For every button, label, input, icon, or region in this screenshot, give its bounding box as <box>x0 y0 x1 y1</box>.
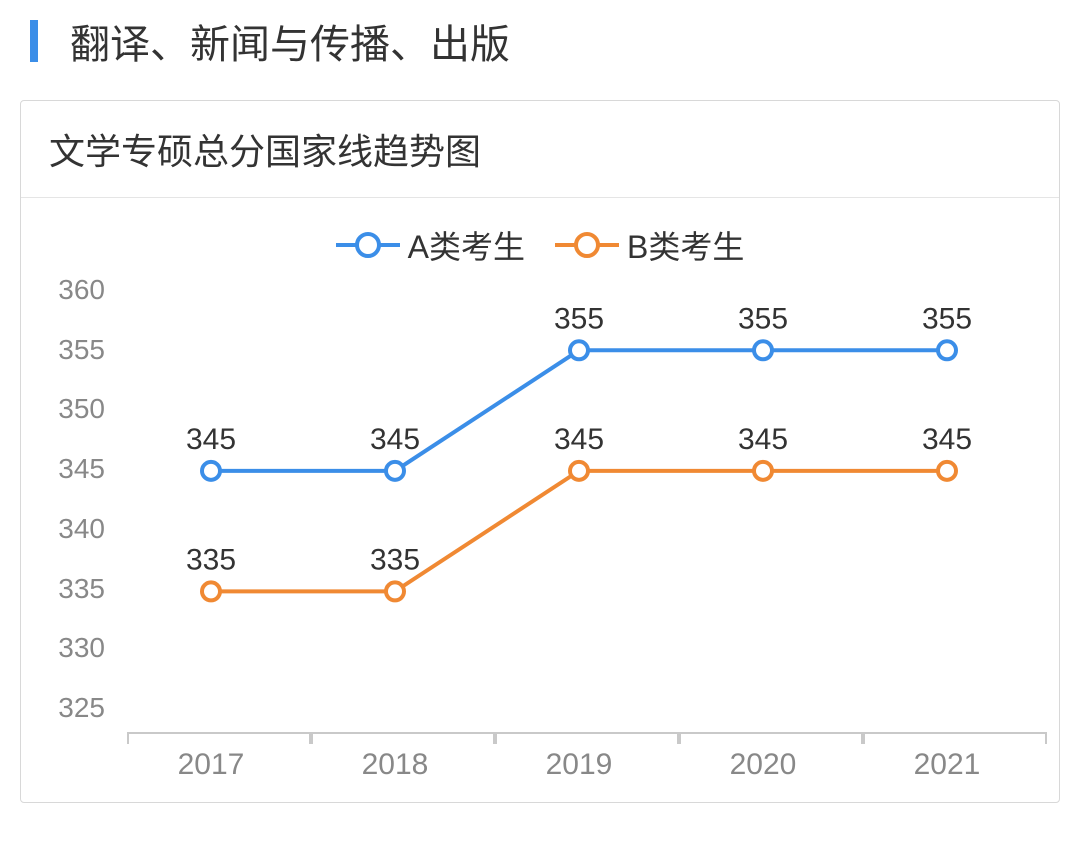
legend-label-b: B类考生 <box>627 222 744 268</box>
legend-marker-a-icon <box>336 243 400 247</box>
x-tick: 2021 <box>855 732 1039 782</box>
page-title: 翻译、新闻与传播、出版 <box>70 12 510 70</box>
page-header: 翻译、新闻与传播、出版 <box>20 12 1060 70</box>
y-tick: 345 <box>41 455 119 483</box>
accent-bar <box>30 20 38 62</box>
marker-B-3 <box>754 462 772 480</box>
x-tick-label: 2020 <box>671 748 855 782</box>
value-label: 335 <box>186 543 236 576</box>
x-tick: 2020 <box>671 732 855 782</box>
x-tick-line <box>679 732 863 742</box>
marker-A-4 <box>938 341 956 359</box>
chart-title: 文学专硕总分国家线趋势图 <box>21 101 1059 198</box>
x-tick: 2017 <box>119 732 303 782</box>
x-tick-line <box>863 732 1047 742</box>
y-tick: 355 <box>41 336 119 364</box>
y-tick: 325 <box>41 694 119 722</box>
marker-B-1 <box>386 582 404 600</box>
x-axis: 20172018201920202021 <box>119 732 1039 782</box>
value-label: 355 <box>738 302 788 335</box>
value-label: 345 <box>554 423 604 456</box>
value-label: 355 <box>554 302 604 335</box>
x-tick: 2019 <box>487 732 671 782</box>
series-line-B <box>211 471 947 592</box>
x-tick-line <box>311 732 495 742</box>
x-tick-line <box>495 732 679 742</box>
y-tick: 350 <box>41 395 119 423</box>
value-label: 355 <box>922 302 972 335</box>
marker-A-0 <box>202 462 220 480</box>
plot-area: 360 355 350 345 340 335 330 325 345 345 355 355 355… <box>41 276 1039 782</box>
marker-B-2 <box>570 462 588 480</box>
x-tick: 2018 <box>303 732 487 782</box>
x-tick-label: 2019 <box>487 748 671 782</box>
value-label: 335 <box>370 543 420 576</box>
x-tick-line <box>127 732 311 742</box>
chart-body: A类考生 B类考生 360355350345340335330325 34534… <box>21 198 1059 802</box>
chart-legend: A类考生 B类考生 <box>41 222 1039 268</box>
x-tick-label: 2018 <box>303 748 487 782</box>
y-axis: 360 355 350 345 340 335 330 325 <box>41 276 119 782</box>
marker-B-4 <box>938 462 956 480</box>
marker-A-2 <box>570 341 588 359</box>
legend-label-a: A类考生 <box>408 222 525 268</box>
marker-A-1 <box>386 462 404 480</box>
legend-item-a: A类考生 <box>336 222 525 268</box>
value-label: 345 <box>186 423 236 456</box>
value-label: 345 <box>738 423 788 456</box>
value-label: 345 <box>370 423 420 456</box>
y-tick: 360 <box>41 276 119 304</box>
x-tick-label: 2017 <box>119 748 303 782</box>
marker-A-3 <box>754 341 772 359</box>
y-tick: 330 <box>41 634 119 662</box>
plot: 345 345 355 355 355 335 335 345 345 345 <box>119 276 1039 726</box>
y-tick: 335 <box>41 575 119 603</box>
legend-marker-b-icon <box>555 243 619 247</box>
y-tick: 340 <box>41 515 119 543</box>
marker-B-0 <box>202 582 220 600</box>
value-label: 345 <box>922 423 972 456</box>
chart-panel: 文学专硕总分国家线趋势图 A类考生 B类考生 360 355 350 345 340 33… <box>20 100 1060 803</box>
chart-svg: 345 345 355 355 355 335 335 345 345 345 <box>119 276 1039 726</box>
x-tick-label: 2021 <box>855 748 1039 782</box>
legend-item-b: B类考生 <box>555 222 744 268</box>
